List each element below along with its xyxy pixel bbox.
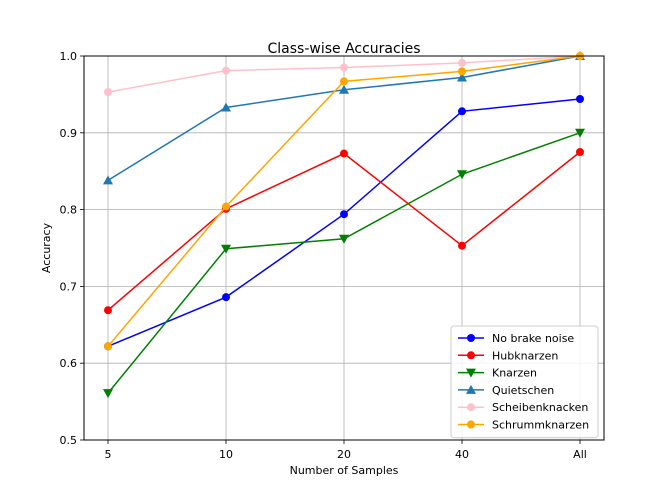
y-axis-title: Accuracy [40,222,53,273]
x-tick-label: All [573,448,587,461]
x-tick-label: 40 [455,448,469,461]
x-axis-title: Number of Samples [290,464,399,477]
data-point [340,63,348,72]
data-point [104,88,112,97]
legend-item: Knarzen [458,367,537,380]
data-point [339,234,349,244]
data-point [467,351,475,360]
legend-label: Schrummknarzen [492,419,589,432]
data-point [339,84,349,94]
data-point [221,244,231,254]
y-tick-label: 1.0 [60,50,78,63]
data-point [576,95,584,104]
data-point [467,334,475,342]
data-point [222,202,230,211]
data-point [467,420,475,429]
legend-label: Quietschen [492,384,554,397]
legend-item: Quietschen [458,384,554,397]
data-point [458,58,466,67]
legend-item: Hubknarzen [458,349,558,362]
data-point [575,128,585,138]
data-point [103,389,113,399]
legend-item: No brake noise [458,332,574,345]
data-point [103,175,113,185]
legend-item: Schrummknarzen [458,419,589,432]
x-tick-label: 10 [219,448,233,461]
legend: No brake noise Hubknarzen Knarzen Quietsche… [450,325,599,439]
legend-label: Knarzen [492,367,537,380]
legend-label: No brake noise [492,332,574,345]
data-point [340,210,348,219]
data-point [457,170,467,180]
series-layer [103,51,585,399]
data-point [222,66,230,75]
data-point [458,241,466,250]
data-point [467,403,475,412]
y-tick-label: 0.5 [60,434,78,447]
legend-item: Scheibenknacken [458,401,588,414]
data-point [458,107,466,116]
data-point [466,384,476,394]
y-tick-label: 0.8 [60,204,78,217]
legend-frame [450,325,599,439]
data-point [458,67,466,76]
y-tick-label: 0.9 [60,127,78,140]
data-point [104,342,112,351]
data-point [222,293,230,302]
data-point [457,72,467,82]
data-point [340,149,348,158]
data-point [221,102,231,112]
series-schrummknarzen [104,52,584,351]
data-point [104,306,112,315]
legend-label: Hubknarzen [492,349,558,362]
legend-label: Scheibenknacken [492,401,588,414]
series-knarzen [103,128,585,399]
data-point [576,148,584,156]
y-tick-label: 0.6 [60,357,78,370]
ticks: 5 10 20 40 All 0.5 0.6 0.7 0.8 0.9 1.0 [60,50,587,461]
data-point [340,77,348,86]
x-tick-label: 5 [105,448,112,461]
x-tick-label: 20 [337,448,351,461]
y-tick-label: 0.7 [60,280,78,293]
chart-title: Class-wise Accuracies [267,41,420,57]
data-point [466,368,476,378]
